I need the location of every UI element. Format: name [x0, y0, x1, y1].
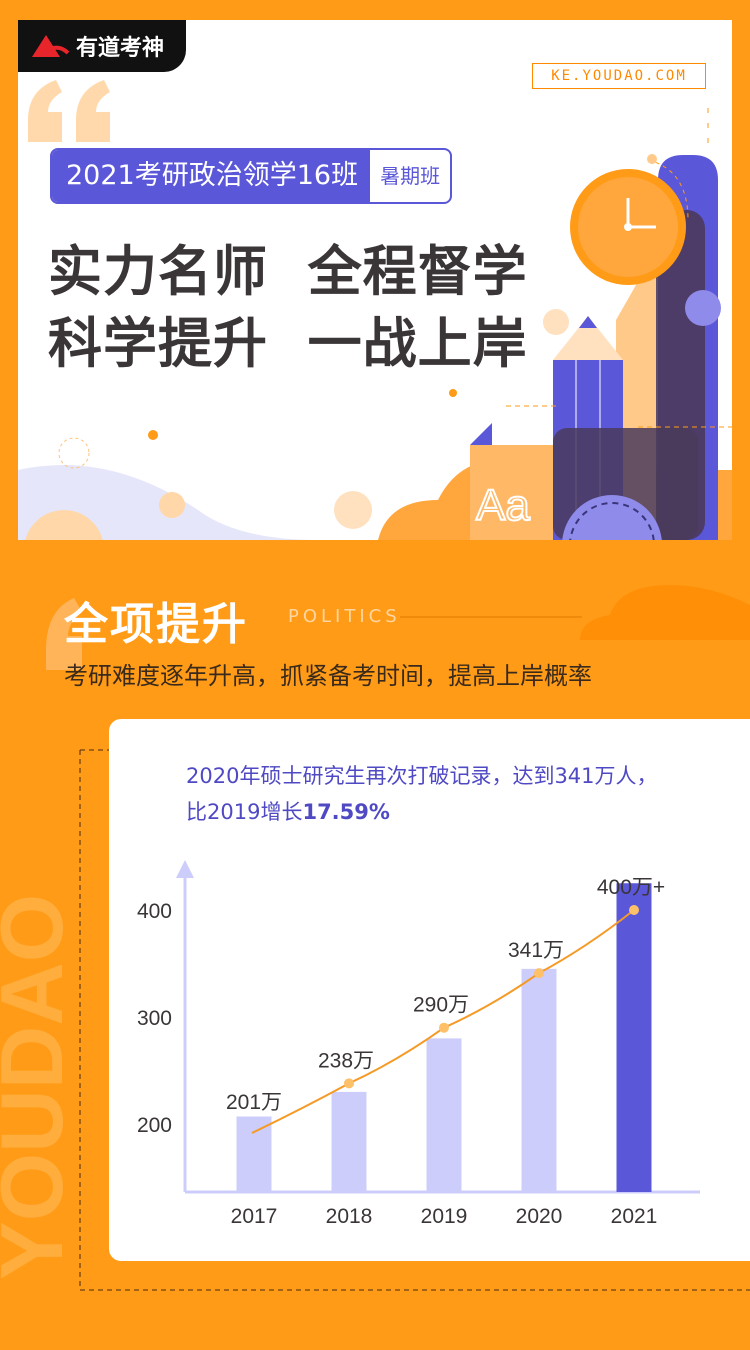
hero-illustration: Aa: [18, 80, 732, 540]
course-tag: 暑期班: [380, 164, 441, 188]
section-decor: YOUDAO: [0, 585, 750, 1291]
trend-point: [629, 905, 639, 915]
decor-circle: [334, 491, 372, 529]
decor-circle: [562, 495, 662, 540]
bar: [331, 1091, 367, 1192]
clock-icon: [570, 154, 689, 285]
data-label: 290万: [413, 994, 469, 1017]
chart-title-line: 2020年硕士研究生再次打破记录，达到341万人，: [186, 764, 658, 788]
chart-title: 2020年硕士研究生再次打破记录，达到341万人， 比2019增长17.59%: [186, 758, 658, 830]
trend-point: [534, 968, 544, 979]
bar: [521, 968, 557, 1192]
quote-icon: [46, 598, 82, 670]
y-tick-label: 300: [137, 1007, 172, 1030]
growth-highlight: 17.59%: [302, 800, 390, 824]
bar: [236, 1116, 272, 1192]
x-tick-label: 2017: [231, 1205, 278, 1228]
watermark-text: YOUDAO: [0, 894, 81, 1280]
letters-icon: Aa: [476, 481, 530, 530]
decor-circle: [543, 309, 569, 335]
section-title: 全项提升: [64, 599, 248, 650]
trend-point: [344, 1078, 354, 1089]
y-tick-label: 200: [137, 1114, 172, 1137]
x-tick-label: 2019: [421, 1205, 468, 1228]
chart-title-line: 比2019增长17.59%: [186, 800, 390, 824]
x-tick-label: 2020: [516, 1205, 563, 1228]
site-url[interactable]: KE.YOUDAO.COM: [532, 63, 706, 89]
decor-circle: [25, 510, 103, 540]
logo-text: 有道考神: [76, 36, 165, 61]
logo-icon: [32, 35, 70, 57]
headline-line: 科学提升 一战上岸: [48, 312, 528, 375]
trend-point: [439, 1022, 449, 1033]
headline-line: 实力名师 全程督学: [48, 240, 528, 303]
y-axis-arrow-icon: [176, 860, 194, 878]
section-subtitle: 考研难度逐年升高，抓紧备考时间，提高上岸概率: [64, 662, 592, 690]
x-tick-label: 2018: [326, 1205, 373, 1228]
cloud-shape: [580, 585, 750, 640]
decor-ring: [58, 437, 90, 469]
brand-logo[interactable]: 有道考神: [18, 20, 186, 72]
bar: [426, 1038, 462, 1192]
section-title-en: POLITICS: [288, 606, 401, 627]
data-label: 238万: [318, 1049, 374, 1072]
data-label: 341万: [508, 939, 564, 962]
x-tick-label: 2021: [611, 1205, 658, 1228]
quote-icon: [28, 80, 110, 142]
course-badge: 2021考研政治领学16班 暑期班: [50, 148, 453, 204]
y-tick-label: 400: [137, 900, 172, 923]
paper-icon: [470, 445, 560, 540]
data-label: 400万+: [597, 876, 665, 899]
decor-dot: [449, 389, 457, 397]
headline: 实力名师 全程督学 科学提升 一战上岸: [48, 236, 528, 380]
decor-circle: [159, 492, 185, 518]
data-label: 201万: [226, 1091, 282, 1114]
decor-circle: [685, 290, 721, 326]
decor-dot: [148, 430, 158, 440]
bar: [616, 883, 652, 1192]
course-name: 2021考研政治领学16班: [52, 150, 371, 202]
